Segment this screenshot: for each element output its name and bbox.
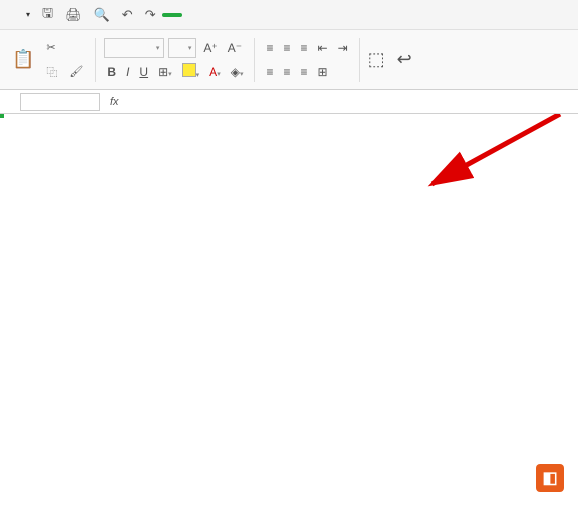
paste-icon[interactable]: 📋 [12,49,34,70]
align-mid-icon[interactable]: ≡ [280,41,293,55]
title-bar: ▾ 🖫 🖨 🔍 ↶ ↷ [0,0,578,30]
border-button[interactable]: ⊞▾ [155,65,175,79]
underline-button[interactable]: U [136,65,151,79]
bold-button[interactable]: B [104,65,119,79]
brush-icon[interactable]: 🖌 [69,65,83,78]
print-icon[interactable]: 🖨 [59,7,88,23]
indent-dec-icon[interactable]: ⇤ [315,41,331,55]
ribbon: 📋 ✂ ⿻ 🖌 ▾ ▾ A⁺ A⁻ B I U ⊞▾ ▾ A▾ ◈▾ ≡ ≡ ≡ [0,30,578,90]
tab-start[interactable] [162,13,182,17]
copy-icon[interactable]: ⿻ [46,64,57,80]
watermark-icon: ◧ [536,464,564,492]
fx-icon[interactable]: fx [104,96,125,108]
undo-icon[interactable]: ↶ [116,7,139,23]
italic-button[interactable]: I [123,65,132,79]
preview-icon[interactable]: 🔍 [88,7,116,23]
redo-icon[interactable]: ↷ [139,7,162,23]
watermark: ◧ [536,464,568,492]
fill-color-button[interactable]: ▾ [179,63,203,80]
red-arrow [0,114,578,514]
formula-bar: fx [0,90,578,114]
wrap-icon[interactable]: ↩ [397,49,412,70]
effects-button[interactable]: ◈▾ [228,65,247,79]
align-right-icon[interactable]: ≡ [297,65,310,79]
file-menu[interactable]: ▾ [18,10,36,19]
scissors-icon[interactable]: ✂ [46,41,55,54]
decrease-font-icon[interactable]: A⁻ [225,41,245,55]
align-top-icon[interactable]: ≡ [263,41,276,55]
align-left-icon[interactable]: ≡ [263,65,276,79]
align-bot-icon[interactable]: ≡ [297,41,310,55]
merge-icon[interactable]: ⬚ [368,49,385,70]
orientation-icon[interactable]: ⊞ [315,65,331,79]
name-box[interactable] [20,93,100,111]
increase-font-icon[interactable]: A⁺ [200,41,220,55]
selection-box [0,114,4,118]
indent-inc-icon[interactable]: ⇥ [335,41,351,55]
align-center-icon[interactable]: ≡ [280,65,293,79]
font-name-select[interactable]: ▾ [104,38,164,58]
font-color-button[interactable]: A▾ [206,65,224,79]
save-icon[interactable]: 🖫 [36,4,59,26]
font-size-select[interactable]: ▾ [168,38,196,58]
